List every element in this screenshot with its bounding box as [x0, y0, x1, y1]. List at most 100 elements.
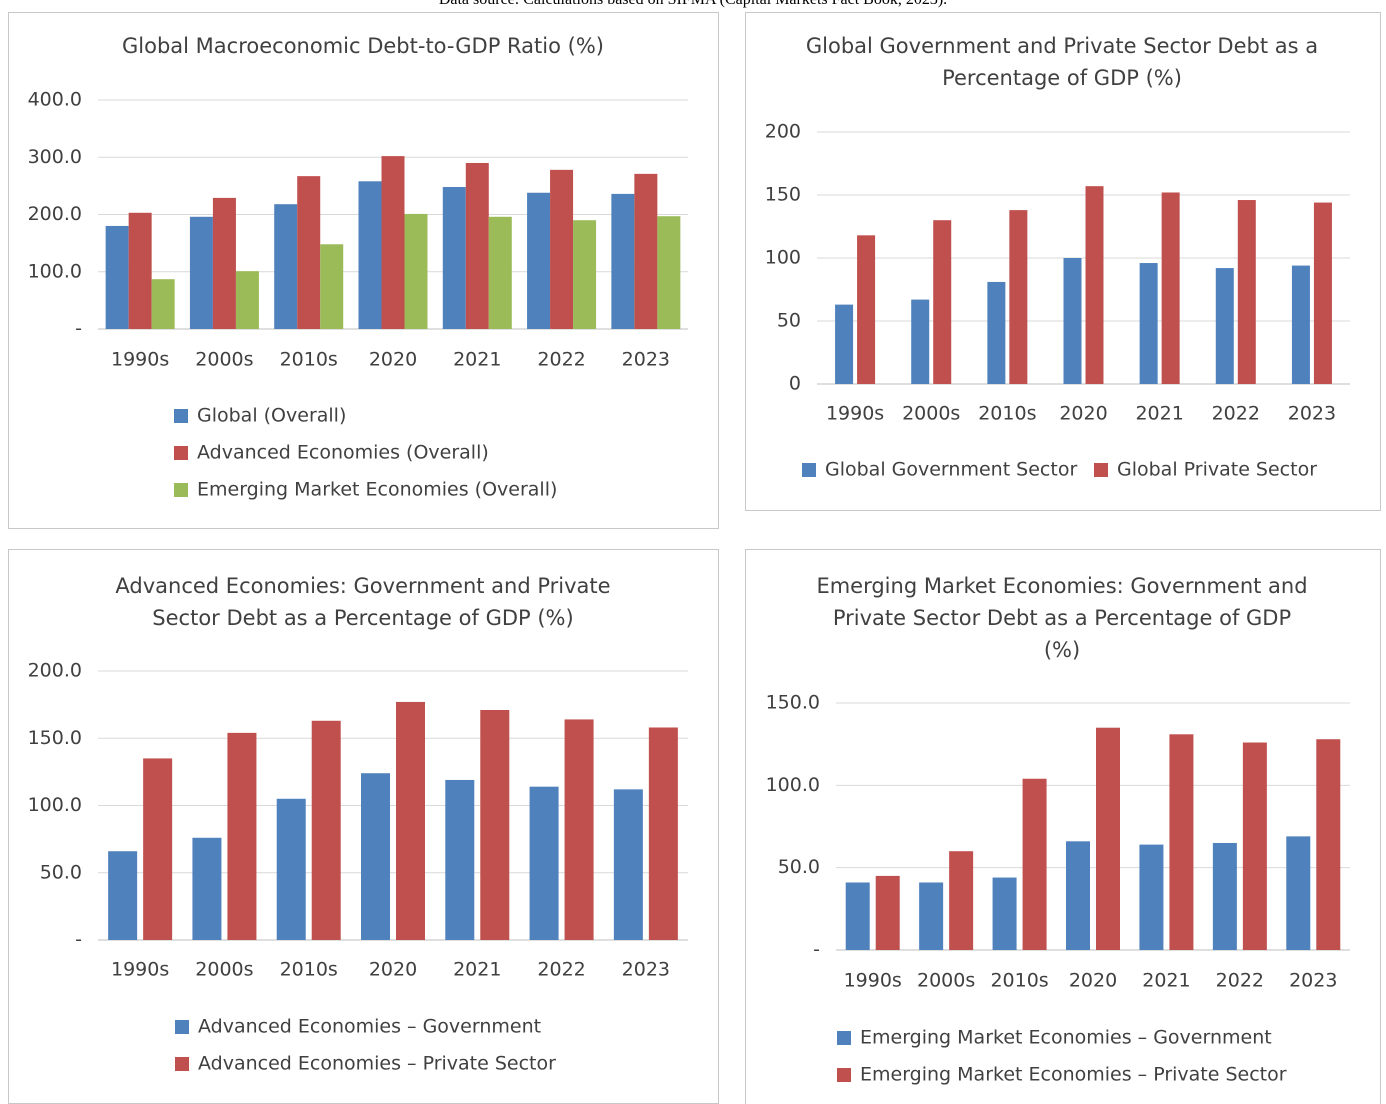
bar [933, 220, 952, 384]
bar [488, 216, 512, 329]
bar [564, 719, 594, 940]
y-tick-label: 400.0 [28, 89, 82, 111]
bar [212, 197, 236, 329]
source-note: Data source: Calculations based on SIFMA… [0, 0, 1386, 9]
x-tick-label: 2021 [453, 349, 501, 371]
legend-label: Emerging Market Economies – Government [860, 1027, 1272, 1049]
y-tick-label: 300.0 [28, 146, 82, 168]
x-tick-label: 2021 [1142, 970, 1190, 992]
bar [1022, 778, 1047, 950]
bar [573, 220, 597, 329]
x-tick-label: 2000s [195, 959, 253, 981]
bar [648, 727, 678, 940]
bar [320, 244, 344, 329]
bar [442, 187, 466, 329]
x-tick-label: 1990s [111, 349, 169, 371]
bar [276, 798, 306, 940]
legend-swatch [837, 1068, 851, 1082]
bar [192, 837, 222, 940]
y-tick-label: 50 [777, 310, 801, 332]
x-tick-label: 2010s [978, 403, 1036, 425]
bar [1066, 841, 1090, 950]
y-tick-label: - [75, 318, 82, 340]
bar [381, 156, 405, 329]
legend-swatch [802, 463, 816, 477]
bar [657, 216, 681, 329]
legend-swatch [175, 1020, 189, 1034]
x-tick-label: 2020 [369, 959, 417, 981]
legend-swatch [174, 483, 188, 497]
bar [875, 875, 900, 950]
legend-swatch [1094, 463, 1108, 477]
bar [911, 299, 930, 384]
bar [845, 882, 870, 950]
legend-swatch [174, 409, 188, 423]
bar [613, 789, 643, 940]
x-tick-label: 2000s [902, 403, 960, 425]
legend-swatch [837, 1031, 851, 1045]
x-tick-label: 1990s [111, 959, 169, 981]
legend-label: Emerging Market Economies – Private Sect… [860, 1064, 1287, 1086]
bar [857, 235, 876, 384]
bar [1286, 836, 1311, 950]
x-tick-label: 2020 [369, 349, 417, 371]
bar [527, 192, 551, 329]
bar [108, 851, 138, 940]
x-tick-label: 2010s [280, 349, 338, 371]
bar [396, 701, 425, 940]
bar [1139, 844, 1164, 950]
bar [1313, 202, 1332, 384]
x-tick-label: 2000s [917, 970, 975, 992]
bar [992, 877, 1017, 950]
y-tick-label: 200 [765, 121, 801, 143]
x-tick-label: 2021 [1135, 403, 1183, 425]
bar [1169, 734, 1194, 950]
x-tick-label: 2023 [622, 959, 670, 981]
chart-title: Global Macroeconomic Debt-to-GDP Ratio (… [122, 34, 604, 58]
bar [297, 176, 321, 329]
x-tick-label: 1990s [826, 403, 884, 425]
bar [227, 732, 257, 940]
y-tick-label: 100.0 [28, 794, 82, 816]
bar [105, 225, 129, 329]
y-tick-label: 200.0 [28, 660, 82, 682]
bar [835, 304, 854, 384]
y-tick-label: 150.0 [766, 692, 820, 714]
y-tick-label: 150.0 [28, 727, 82, 749]
bar [361, 773, 390, 940]
x-tick-label: 2023 [1288, 403, 1336, 425]
bar [1291, 265, 1310, 384]
bar [274, 204, 298, 329]
y-tick-label: - [75, 929, 82, 951]
chart-title: Global Government and Private Sector Deb… [805, 34, 1319, 90]
x-tick-label: 2022 [537, 349, 585, 371]
bar [311, 720, 341, 940]
y-tick-label: - [813, 939, 820, 961]
legend-label: Global Private Sector [1117, 459, 1317, 481]
bar [404, 213, 428, 329]
y-tick-label: 100.0 [766, 774, 820, 796]
bar [987, 281, 1006, 384]
panel [745, 549, 1381, 1104]
bar [480, 710, 510, 940]
bar [550, 169, 574, 329]
x-tick-label: 1990s [844, 970, 902, 992]
bar [529, 786, 559, 940]
x-tick-label: 2020 [1059, 403, 1107, 425]
bar [1009, 210, 1028, 384]
bar [1242, 742, 1267, 950]
bar [235, 271, 259, 329]
legend-label: Global Government Sector [825, 459, 1077, 481]
x-tick-label: 2010s [280, 959, 338, 981]
y-tick-label: 0 [789, 373, 801, 395]
bar [143, 758, 173, 940]
y-tick-label: 100.0 [28, 260, 82, 282]
y-tick-label: 100 [765, 247, 801, 269]
x-tick-label: 2022 [1212, 403, 1260, 425]
x-tick-label: 2020 [1069, 970, 1117, 992]
y-tick-label: 200.0 [28, 203, 82, 225]
bar [634, 173, 658, 329]
x-tick-label: 2023 [1289, 970, 1337, 992]
